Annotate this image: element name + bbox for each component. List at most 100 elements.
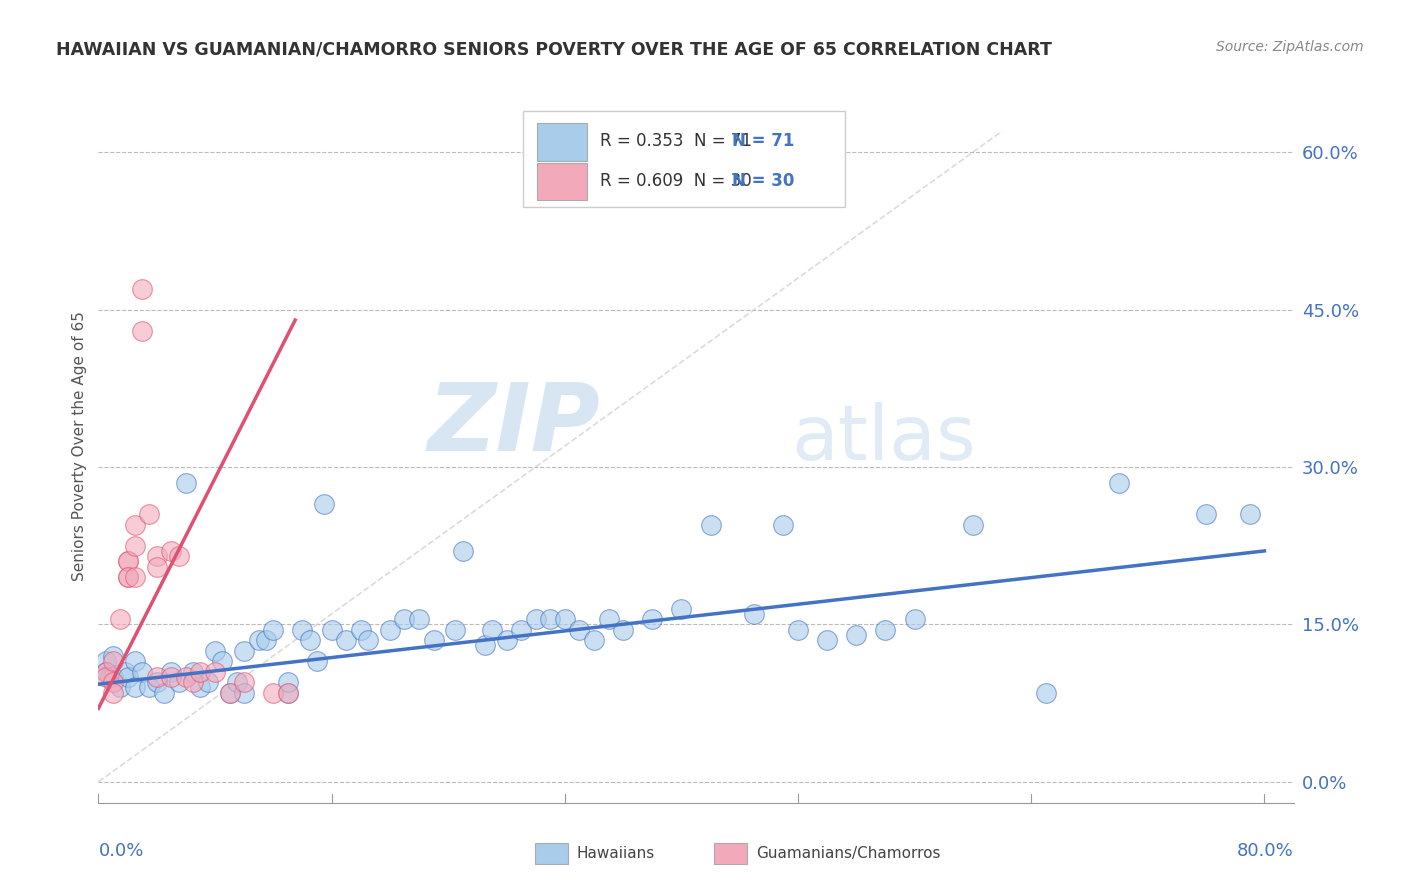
Point <box>101 675 124 690</box>
Point <box>101 648 124 663</box>
Point <box>117 570 139 584</box>
Text: R = 0.609  N = 30: R = 0.609 N = 30 <box>600 172 752 190</box>
Point <box>554 612 576 626</box>
Text: Hawaiians: Hawaiians <box>576 846 655 861</box>
Point <box>291 623 314 637</box>
Point <box>204 665 226 679</box>
Point <box>94 665 117 679</box>
Point <box>1239 507 1261 521</box>
Point <box>218 685 240 699</box>
Point <box>335 633 357 648</box>
Point <box>117 670 139 684</box>
Point <box>481 623 503 637</box>
Point <box>167 675 190 690</box>
Text: 0.0%: 0.0% <box>98 842 143 860</box>
Point <box>1195 507 1218 521</box>
Point <box>94 670 117 684</box>
Point <box>314 497 336 511</box>
Point <box>495 633 517 648</box>
Point <box>671 601 693 615</box>
Point <box>357 633 380 648</box>
Text: HAWAIIAN VS GUAMANIAN/CHAMORRO SENIORS POVERTY OVER THE AGE OF 65 CORRELATION CH: HAWAIIAN VS GUAMANIAN/CHAMORRO SENIORS P… <box>56 40 1052 58</box>
Point <box>568 623 591 637</box>
Point <box>114 665 136 679</box>
Point <box>181 675 204 690</box>
FancyBboxPatch shape <box>537 123 588 161</box>
Point <box>110 681 132 695</box>
Point <box>98 670 121 684</box>
Point <box>1035 685 1057 699</box>
Text: atlas: atlas <box>792 402 976 475</box>
Point <box>190 665 212 679</box>
Point <box>225 675 247 690</box>
Point <box>233 675 256 690</box>
Text: ZIP: ZIP <box>427 378 600 471</box>
Point <box>101 654 124 668</box>
Point <box>277 685 299 699</box>
Point <box>772 517 794 532</box>
Point <box>815 633 838 648</box>
Point <box>167 549 190 564</box>
Point <box>153 685 176 699</box>
Point <box>218 685 240 699</box>
Point <box>124 517 146 532</box>
Point <box>160 665 183 679</box>
Point <box>875 623 897 637</box>
Text: 80.0%: 80.0% <box>1237 842 1294 860</box>
Point <box>233 643 256 657</box>
Point <box>174 475 197 490</box>
FancyBboxPatch shape <box>537 162 588 200</box>
Point <box>190 681 212 695</box>
Point <box>145 549 167 564</box>
Point <box>262 623 284 637</box>
Point <box>145 670 167 684</box>
Point <box>145 675 167 690</box>
Point <box>350 623 373 637</box>
Point <box>277 675 299 690</box>
Text: N = 30: N = 30 <box>733 172 794 190</box>
FancyBboxPatch shape <box>714 843 748 864</box>
Point <box>305 654 328 668</box>
Point <box>845 628 868 642</box>
Point <box>903 612 925 626</box>
Point <box>101 685 124 699</box>
Point <box>117 554 139 568</box>
Text: Source: ZipAtlas.com: Source: ZipAtlas.com <box>1216 40 1364 54</box>
Point <box>197 675 219 690</box>
Point <box>247 633 270 648</box>
Point <box>124 681 146 695</box>
Point <box>181 665 204 679</box>
Point <box>204 643 226 657</box>
Point <box>131 282 153 296</box>
Point <box>138 681 160 695</box>
Point <box>94 665 117 679</box>
Point <box>524 612 547 626</box>
Point <box>254 633 277 648</box>
Point <box>742 607 765 621</box>
Point <box>378 623 401 637</box>
Point <box>598 612 620 626</box>
Point <box>145 559 167 574</box>
Point <box>124 570 146 584</box>
Point <box>612 623 634 637</box>
Point <box>124 539 146 553</box>
Point <box>94 654 117 668</box>
Point <box>138 507 160 521</box>
Point <box>474 639 496 653</box>
Point <box>510 623 533 637</box>
Point <box>131 665 153 679</box>
Point <box>1108 475 1130 490</box>
Point <box>117 554 139 568</box>
Point <box>101 670 124 684</box>
Point <box>131 324 153 338</box>
Y-axis label: Seniors Poverty Over the Age of 65: Seniors Poverty Over the Age of 65 <box>72 311 87 581</box>
Point <box>451 544 474 558</box>
Point <box>124 654 146 668</box>
FancyBboxPatch shape <box>534 843 568 864</box>
Point <box>160 670 183 684</box>
Text: Guamanians/Chamorros: Guamanians/Chamorros <box>756 846 941 861</box>
Point <box>444 623 467 637</box>
Point <box>394 612 416 626</box>
Point <box>298 633 321 648</box>
Point <box>110 612 132 626</box>
